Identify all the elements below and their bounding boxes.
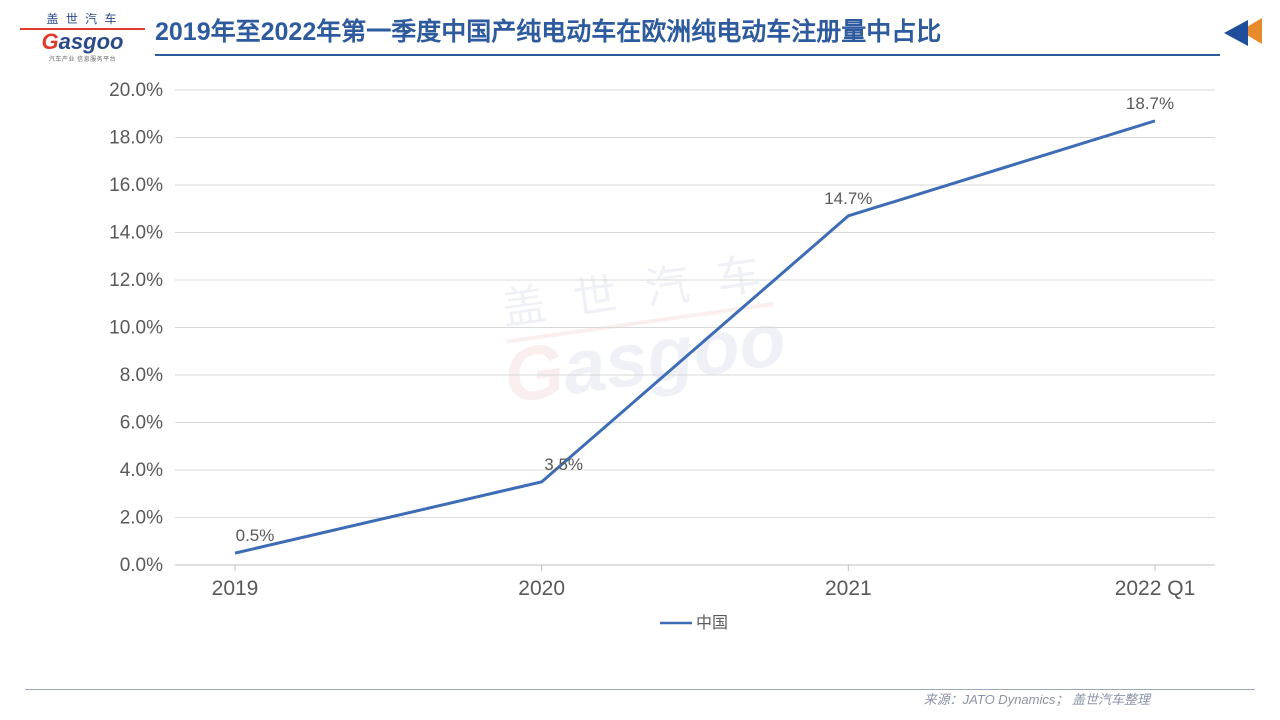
x-tick-label: 2019 — [212, 577, 259, 600]
x-tick-label: 2021 — [825, 577, 872, 600]
chart-y-ticks: 0.0% 2.0% 4.0% 6.0% 8.0% 10.0% 12.0% 14.0% 16.0%… — [109, 80, 163, 576]
brand-logo-cn: 盖 世 汽 车 — [20, 10, 145, 30]
data-label: 18.7% — [1126, 94, 1174, 113]
y-tick-label: 14.0% — [109, 223, 163, 244]
brand-logo-en: Gasgoo — [20, 32, 145, 52]
title-block: 2019年至2022年第一季度中国产纯电动车在欧洲纯电动车注册量中占比 — [155, 12, 1220, 56]
data-label: 0.5% — [236, 526, 275, 545]
footer-source-text: 来源：JATO Dynamics； 盖世汽车整理 — [924, 689, 1150, 708]
chart-data-labels: 0.5% 3.5% 14.7% 18.7% — [236, 94, 1174, 545]
y-tick-label: 18.0% — [109, 128, 163, 149]
brand-logo: 盖 世 汽 车 Gasgoo 汽车产业 信息服务平台 — [20, 10, 145, 60]
y-tick-label: 8.0% — [120, 365, 163, 386]
y-tick-label: 4.0% — [120, 460, 163, 481]
line-chart: 0.0% 2.0% 4.0% 6.0% 8.0% 10.0% 12.0% 14.0% 16.0%… — [95, 75, 1235, 645]
chart-gridlines — [175, 90, 1215, 565]
page-title: 2019年至2022年第一季度中国产纯电动车在欧洲纯电动车注册量中占比 — [155, 12, 1220, 48]
x-tick-label: 2020 — [518, 577, 565, 600]
corner-decor-icon — [1222, 18, 1262, 48]
chart-series — [235, 121, 1155, 553]
y-tick-label: 16.0% — [109, 175, 163, 196]
y-tick-label: 0.0% — [120, 555, 163, 576]
y-tick-label: 6.0% — [120, 413, 163, 434]
y-tick-label: 12.0% — [109, 270, 163, 291]
y-tick-label: 10.0% — [109, 318, 163, 339]
brand-logo-sub: 汽车产业 信息服务平台 — [20, 54, 145, 63]
data-label: 3.5% — [544, 455, 583, 474]
chart-x-ticks: 2019 2020 2021 2022 Q1 — [212, 565, 1196, 600]
y-tick-label: 20.0% — [109, 80, 163, 101]
x-tick-label: 2022 Q1 — [1115, 577, 1196, 600]
chart-legend: 中国 — [660, 614, 728, 632]
data-label: 14.7% — [824, 189, 872, 208]
chart-svg: 0.0% 2.0% 4.0% 6.0% 8.0% 10.0% 12.0% 14.0% 16.0%… — [95, 75, 1235, 645]
page-root: 盖 世 汽 车 Gasgoo 汽车产业 信息服务平台 2019年至2022年第一… — [0, 0, 1280, 720]
series-china — [235, 121, 1155, 553]
legend-label: 中国 — [696, 614, 728, 632]
y-tick-label: 2.0% — [120, 508, 163, 529]
